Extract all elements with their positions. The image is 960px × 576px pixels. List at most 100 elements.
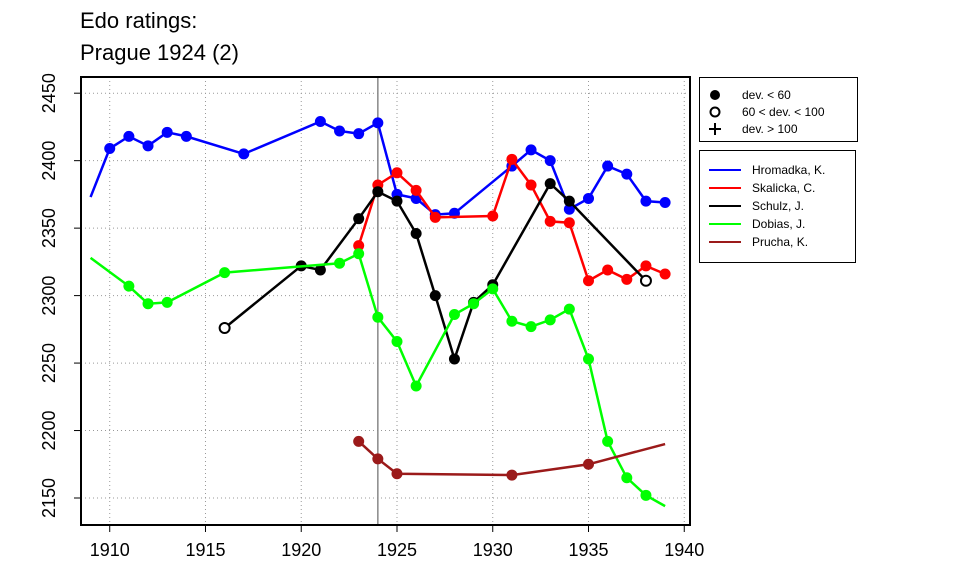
data-point xyxy=(583,353,594,365)
data-point xyxy=(544,178,556,190)
deviation-legend-label: dev. > 100 xyxy=(742,122,798,136)
data-point xyxy=(391,468,403,480)
deviation-legend-item: dev. < 60 xyxy=(700,87,857,103)
deviation-legend-item: dev. > 100 xyxy=(700,121,857,137)
x-tick-label: 1920 xyxy=(281,540,321,560)
series-legend-swatch xyxy=(709,205,741,207)
data-point xyxy=(410,380,422,392)
deviation-legend: dev. < 60 60 < dev. < 100 dev. > 100 xyxy=(699,77,858,142)
data-point xyxy=(659,196,671,208)
data-point xyxy=(429,211,441,223)
series-legend-item: Skalicka, C. xyxy=(700,180,855,196)
x-tick-label: 1910 xyxy=(90,540,130,560)
x-tick-label: 1935 xyxy=(568,540,608,560)
chart-title-line-2: Prague 1924 (2) xyxy=(80,40,239,65)
data-point xyxy=(353,248,365,260)
data-point xyxy=(123,280,135,292)
x-tick-label: 1940 xyxy=(664,540,704,560)
y-tick-label: 2300 xyxy=(39,276,59,316)
data-point xyxy=(448,308,460,320)
y-tick-label: 2400 xyxy=(39,141,59,181)
data-point xyxy=(314,116,326,128)
series-legend-label: Hromadka, K. xyxy=(752,163,826,177)
data-point xyxy=(563,217,575,229)
y-tick-label: 2200 xyxy=(39,411,59,451)
data-point xyxy=(410,228,422,240)
data-point xyxy=(334,125,346,137)
series-line xyxy=(357,156,666,283)
series-legend-swatch xyxy=(709,187,741,189)
data-point xyxy=(161,296,173,308)
series-line xyxy=(223,181,647,364)
data-point xyxy=(314,264,326,276)
series-legend-label: Schulz, J. xyxy=(752,199,805,213)
data-point xyxy=(602,264,614,276)
data-point xyxy=(525,144,537,156)
data-point xyxy=(544,155,556,167)
x-tick-label: 1930 xyxy=(473,540,513,560)
data-point xyxy=(219,267,231,279)
data-point xyxy=(391,167,403,179)
data-point xyxy=(506,153,518,165)
series-legend-label: Dobias, J. xyxy=(752,217,806,231)
data-point xyxy=(583,458,594,470)
data-point xyxy=(334,257,346,269)
data-point xyxy=(563,203,575,215)
y-tick-label: 2350 xyxy=(39,208,59,248)
data-point xyxy=(142,140,154,152)
data-point xyxy=(487,283,499,295)
series-legend-swatch xyxy=(709,223,741,225)
data-point xyxy=(602,435,614,447)
data-point xyxy=(563,195,575,207)
data-point xyxy=(353,128,365,140)
chart-title-line-1: Edo ratings: xyxy=(80,8,198,33)
data-point xyxy=(583,275,594,287)
data-point xyxy=(640,195,652,207)
y-tick-label: 2150 xyxy=(39,478,59,518)
series-legend-label: Prucha, K. xyxy=(752,235,809,249)
data-point xyxy=(621,472,633,484)
deviation-legend-label: dev. < 60 xyxy=(742,88,791,102)
plot-frame xyxy=(80,76,691,526)
data-point xyxy=(410,184,422,196)
data-point xyxy=(640,260,652,272)
data-point xyxy=(353,213,365,225)
data-point xyxy=(621,168,633,180)
data-point xyxy=(602,160,614,172)
data-point xyxy=(142,298,154,310)
deviation-legend-label: 60 < dev. < 100 xyxy=(742,105,825,119)
series-legend-swatch xyxy=(709,169,741,171)
filled-circle-icon xyxy=(710,90,720,100)
y-tick-label: 2450 xyxy=(39,73,59,113)
series-legend-swatch xyxy=(709,241,741,243)
data-point xyxy=(372,186,384,198)
data-point xyxy=(468,298,480,310)
y-tick-label: 2250 xyxy=(39,343,59,383)
data-point xyxy=(180,130,192,142)
data-point xyxy=(563,303,575,315)
data-point xyxy=(372,117,384,129)
open-circle-icon xyxy=(709,106,721,118)
data-point xyxy=(525,321,537,333)
data-point xyxy=(487,210,499,222)
data-point xyxy=(391,335,403,347)
data-point-open xyxy=(218,321,231,334)
data-point xyxy=(525,179,537,191)
x-tick-label: 1915 xyxy=(185,540,225,560)
data-point xyxy=(544,314,556,326)
series-legend-item: Dobias, J. xyxy=(700,216,855,232)
series-line xyxy=(89,251,666,508)
data-point xyxy=(104,143,116,155)
data-point xyxy=(372,453,384,465)
data-point xyxy=(161,126,173,138)
series-legend-item: Prucha, K. xyxy=(700,234,855,250)
series-legend-item: Schulz, J. xyxy=(700,198,855,214)
data-point xyxy=(621,273,633,285)
data-point xyxy=(429,290,441,302)
plus-icon xyxy=(709,123,721,135)
data-point xyxy=(353,240,365,252)
data-point-open xyxy=(639,274,652,287)
data-point xyxy=(353,435,365,447)
data-point xyxy=(659,268,671,280)
